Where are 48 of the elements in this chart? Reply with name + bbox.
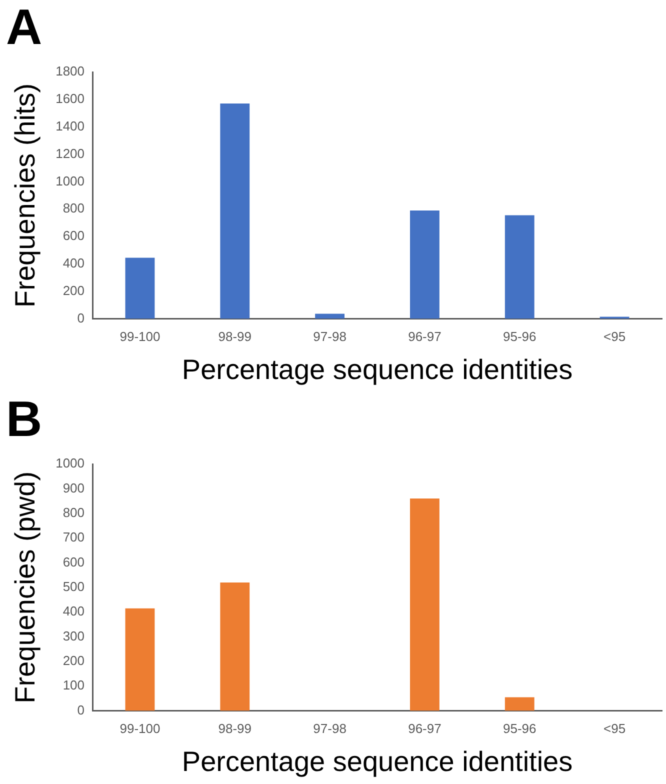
- x-axis-title: Percentage sequence identities: [182, 746, 573, 777]
- y-tick-label: 200: [62, 653, 85, 668]
- x-tick-label: 95-96: [503, 721, 536, 736]
- bar: [410, 498, 440, 711]
- x-tick-label: <95: [604, 329, 626, 344]
- y-tick-label: 1000: [56, 456, 85, 471]
- y-tick-label: 1400: [56, 118, 85, 134]
- y-axis-title: Frequencies (pwd): [10, 471, 41, 704]
- y-tick-label: 800: [62, 200, 85, 216]
- y-tick-label: 500: [62, 578, 85, 594]
- y-tick-label: 700: [62, 530, 85, 545]
- y-tick-label: 1800: [56, 64, 85, 79]
- bar: [504, 697, 534, 711]
- y-tick-label: 800: [62, 504, 85, 520]
- y-tick-label: 600: [62, 228, 85, 244]
- y-tick-label: 900: [62, 480, 85, 496]
- y-tick-label: 0: [77, 702, 85, 718]
- y-tick-label: 1200: [56, 146, 85, 161]
- y-tick-label: 300: [62, 628, 85, 644]
- x-tick-label: 97-98: [313, 721, 346, 736]
- x-tick-label: 99-100: [120, 329, 160, 344]
- y-tick-label: 600: [62, 554, 85, 570]
- x-tick-label: 96-97: [408, 721, 442, 736]
- bar: [125, 258, 155, 319]
- x-tick-label: 97-98: [313, 329, 346, 344]
- y-tick-label: 100: [62, 678, 85, 693]
- x-tick-label: 99-100: [120, 721, 160, 736]
- chart-title: A: [6, 0, 42, 55]
- chart-title: B: [6, 390, 42, 447]
- y-tick-label: 400: [62, 604, 85, 619]
- y-tick-label: 400: [62, 256, 85, 271]
- bar: [220, 582, 250, 711]
- x-tick-label: 95-96: [503, 329, 536, 344]
- x-tick-label: <95: [604, 721, 626, 736]
- y-tick-label: 1600: [56, 91, 85, 106]
- x-tick-label: 98-99: [218, 721, 252, 736]
- y-tick-label: 200: [62, 282, 85, 298]
- bar: [220, 104, 250, 319]
- y-tick-label: 1000: [56, 173, 85, 188]
- x-axis-title: Percentage sequence identities: [182, 354, 573, 385]
- bar: [125, 608, 155, 711]
- y-axis-title: Frequencies (hits): [10, 83, 41, 308]
- bar: [315, 314, 345, 319]
- bar: [504, 215, 534, 319]
- bar: [410, 210, 440, 319]
- y-tick-label: 0: [77, 310, 85, 326]
- x-tick-label: 96-97: [408, 329, 442, 344]
- x-tick-label: 98-99: [218, 329, 252, 344]
